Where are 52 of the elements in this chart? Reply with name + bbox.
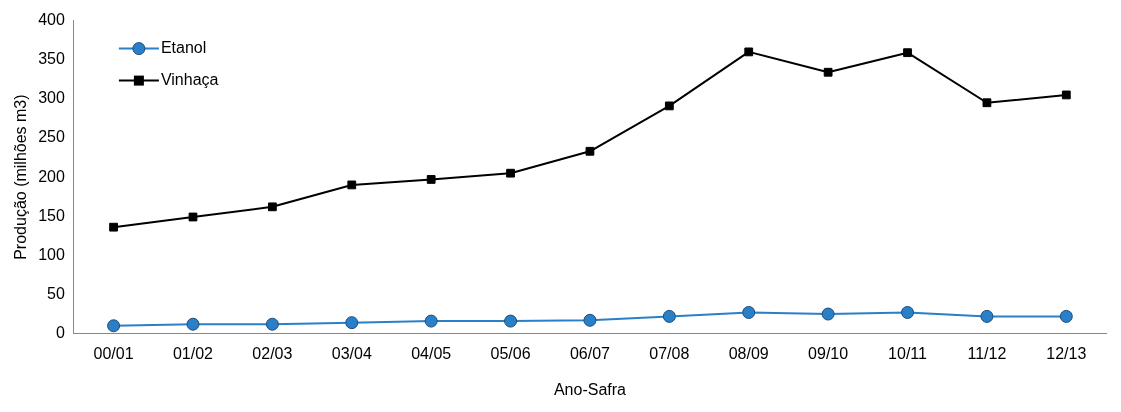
x-tick-label: 09/10 — [808, 344, 849, 362]
point — [188, 212, 198, 222]
point — [504, 314, 518, 328]
point — [583, 313, 597, 327]
x-tick-label: 01/02 — [172, 344, 214, 362]
point — [186, 317, 200, 331]
point — [980, 309, 994, 323]
x-tick-label: 12/13 — [1046, 344, 1087, 362]
point — [347, 180, 357, 190]
x-tick-label: 00/01 — [93, 344, 134, 362]
point — [109, 222, 118, 232]
point — [901, 305, 915, 319]
y-tick-label: 0 — [55, 324, 65, 342]
point — [1061, 90, 1071, 100]
y-tick-label: 50 — [47, 284, 65, 302]
y-tick-label: 350 — [38, 50, 65, 68]
x-tick-label: 04/05 — [411, 344, 452, 362]
point — [345, 316, 359, 330]
point — [424, 314, 438, 328]
x-tick-label: 08/09 — [728, 344, 769, 362]
point — [426, 175, 436, 184]
x-tick-label: 10/11 — [888, 344, 928, 362]
point — [982, 98, 992, 108]
point — [585, 146, 595, 156]
y-tick-label: 100 — [38, 245, 65, 263]
y-tick-label: 200 — [38, 167, 65, 185]
point — [823, 67, 833, 77]
y-tick-label: 150 — [38, 206, 65, 224]
y-axis-title: Produção (milhões m3) — [12, 94, 30, 260]
y-tick-label: 300 — [38, 89, 65, 107]
point — [506, 168, 515, 178]
legend-label: Etanol — [160, 39, 207, 57]
x-tick-label: 05/06 — [490, 344, 531, 362]
y-tick-label: 400 — [38, 11, 65, 29]
point — [265, 317, 279, 331]
point — [107, 319, 121, 333]
point — [742, 305, 756, 319]
point — [267, 202, 277, 212]
x-tick-label: 06/07 — [569, 344, 611, 362]
point — [1059, 309, 1073, 323]
point — [744, 47, 754, 57]
x-tick-label: 03/04 — [331, 344, 372, 362]
point — [662, 309, 676, 323]
point — [664, 101, 674, 111]
y-tick-label: 250 — [38, 128, 65, 146]
point — [821, 307, 835, 321]
x-tick-label: 07/08 — [649, 344, 690, 362]
x-tick-label: 11/12 — [967, 344, 1007, 362]
legend-label: Vinhaça — [160, 71, 219, 89]
x-axis-title: Ano-Safra — [553, 380, 627, 398]
point — [903, 48, 912, 58]
x-tick-label: 02/03 — [252, 344, 293, 362]
